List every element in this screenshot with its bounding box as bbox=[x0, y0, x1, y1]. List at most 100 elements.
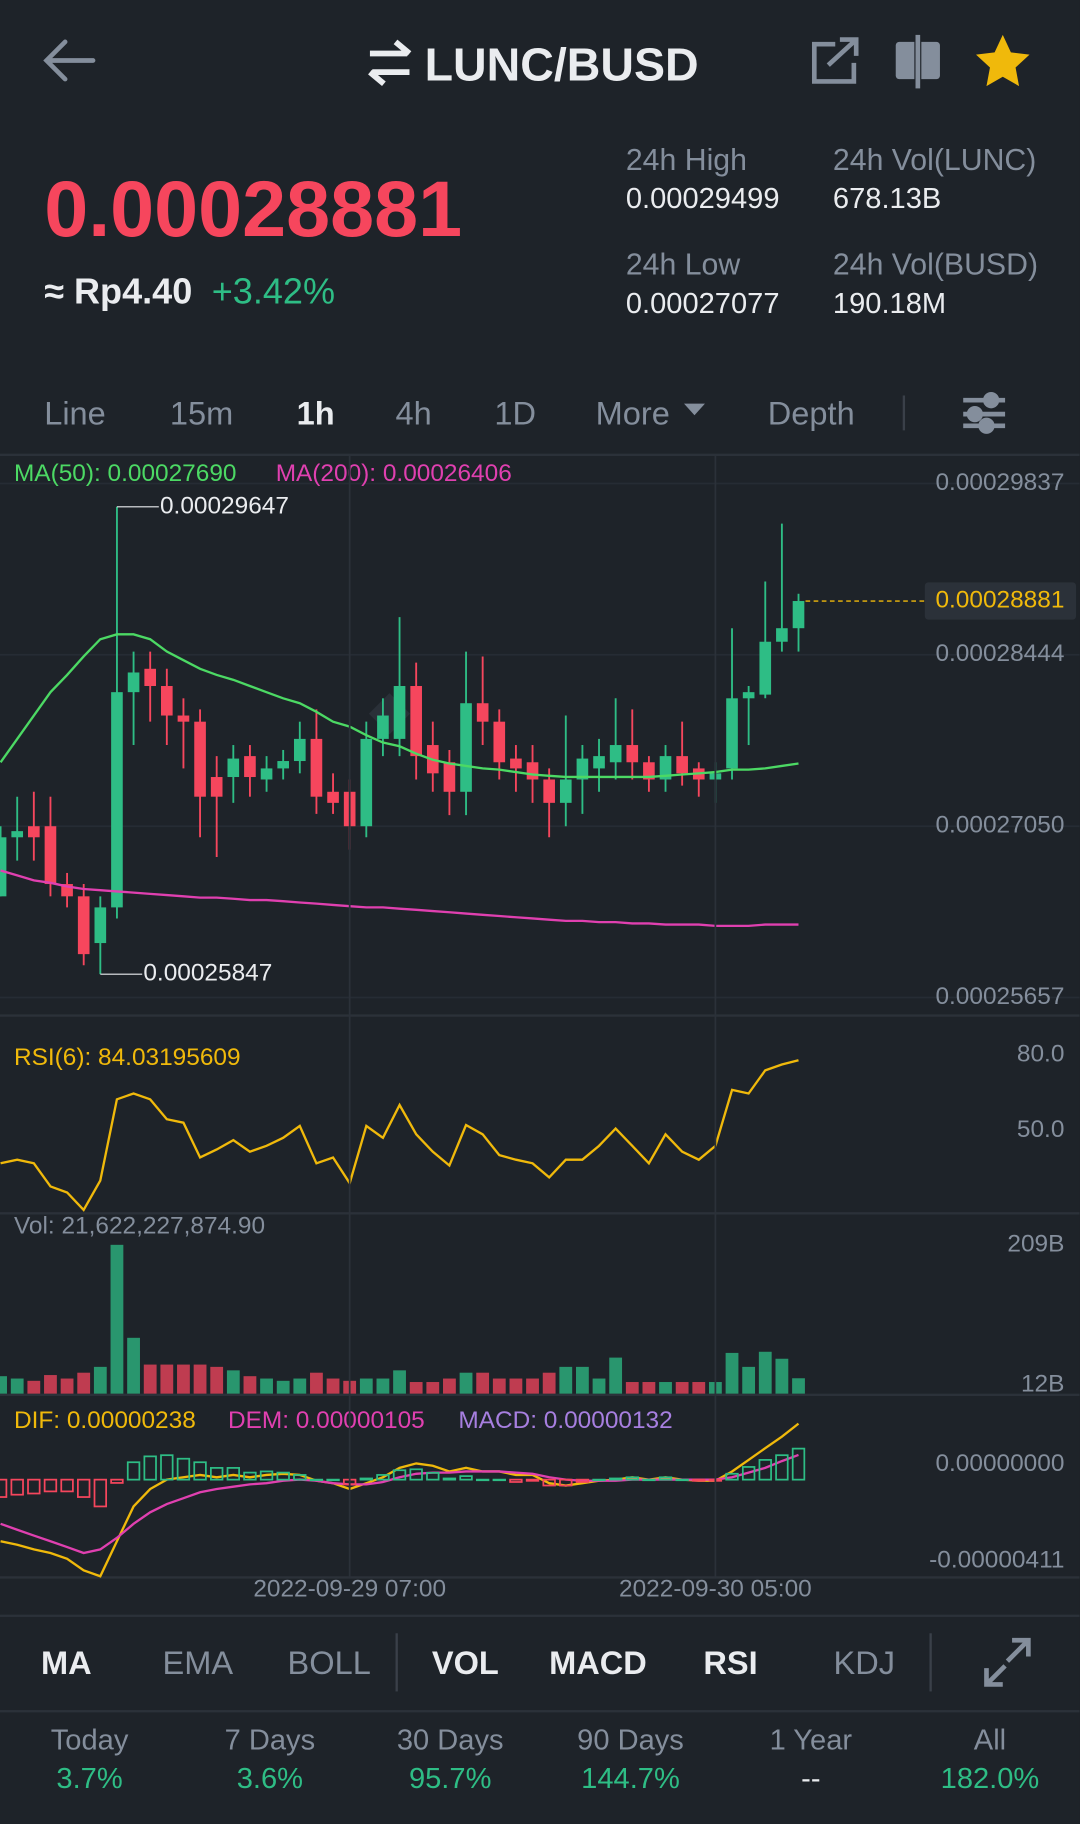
candle-body bbox=[776, 628, 788, 642]
volume-bar bbox=[293, 1378, 307, 1394]
candle-body bbox=[293, 738, 306, 762]
legend-entry: RSI(6): 84.03195609 bbox=[14, 1044, 241, 1071]
candle-body bbox=[327, 791, 339, 803]
candle-body bbox=[277, 761, 289, 769]
performance-value: 3.6% bbox=[236, 1762, 304, 1795]
performance-value: 3.7% bbox=[56, 1762, 123, 1795]
candle-body bbox=[460, 703, 472, 792]
volume-bar bbox=[310, 1372, 323, 1394]
y-tick-label: 0.00025657 bbox=[935, 983, 1064, 1010]
indicator-tab[interactable]: VOL bbox=[431, 1644, 499, 1681]
candle-body bbox=[28, 826, 40, 838]
swap-icon[interactable] bbox=[368, 39, 412, 86]
macd-bar bbox=[426, 1471, 440, 1481]
y-tick-label: -0.00000411 bbox=[929, 1547, 1064, 1574]
legend-entry: MACD: 0.00000132 bbox=[458, 1407, 672, 1434]
indicator-tab[interactable]: KDJ bbox=[833, 1644, 896, 1681]
candle-body bbox=[476, 703, 489, 722]
volume-bar bbox=[143, 1364, 157, 1394]
macd-bar bbox=[209, 1467, 224, 1481]
macd-bar bbox=[692, 1478, 706, 1482]
volume-bar bbox=[459, 1372, 473, 1394]
back-button[interactable] bbox=[43, 39, 96, 82]
volume-bar bbox=[110, 1244, 124, 1394]
interval-tab[interactable]: 1h bbox=[296, 395, 335, 432]
volume-bar bbox=[592, 1378, 606, 1394]
last-price-box bbox=[924, 582, 1077, 620]
candle-body bbox=[44, 826, 57, 885]
macd-bar bbox=[559, 1478, 573, 1487]
candle-body bbox=[210, 777, 223, 797]
candle-body bbox=[626, 745, 639, 763]
layout-button[interactable] bbox=[895, 34, 940, 89]
chart-settings[interactable] bbox=[963, 392, 1006, 434]
macd-bar bbox=[259, 1470, 274, 1481]
volume-bar bbox=[359, 1378, 373, 1394]
interval-tab[interactable]: More bbox=[595, 395, 670, 432]
candle-body bbox=[510, 758, 522, 769]
candle-body bbox=[94, 907, 107, 944]
volume-bar bbox=[426, 1382, 440, 1394]
interval-tab[interactable]: Line bbox=[44, 395, 106, 432]
macd-bar bbox=[243, 1471, 257, 1481]
macd-bar bbox=[160, 1454, 174, 1481]
y-tick-label: 209B bbox=[1007, 1230, 1064, 1257]
macd-bar bbox=[741, 1466, 756, 1481]
performance-value: 95.7% bbox=[408, 1762, 492, 1795]
min-annotation: 0.00025847 bbox=[143, 960, 272, 987]
macd-bar bbox=[376, 1474, 390, 1481]
candle-body bbox=[742, 692, 755, 699]
stat-label: 24h Vol(LUNC) bbox=[832, 141, 1037, 177]
more-caret bbox=[684, 403, 705, 416]
macd-bar bbox=[592, 1478, 606, 1482]
indicator-tab[interactable]: MA bbox=[40, 1644, 92, 1681]
volume-bar bbox=[243, 1376, 257, 1394]
kline-chart: ◆ 0.00029837 0.00028444 0.00027050 0.000256… bbox=[0, 453, 1080, 1603]
indicator-tab[interactable]: MACD bbox=[549, 1644, 647, 1681]
fullscreen-button[interactable] bbox=[984, 1637, 1031, 1687]
stat-value: 0.00027077 bbox=[625, 287, 780, 320]
candle-body bbox=[576, 758, 589, 780]
macd-bar bbox=[143, 1455, 157, 1481]
candle-body bbox=[227, 758, 240, 778]
candle-body bbox=[194, 721, 206, 797]
interval-tab[interactable]: Depth bbox=[767, 395, 855, 432]
performance-value: 182.0% bbox=[940, 1762, 1040, 1795]
interval-tab[interactable]: 15m bbox=[169, 395, 234, 432]
fiat-price: ≈ Rp4.40 bbox=[44, 271, 193, 312]
indicator-tab[interactable]: BOLL bbox=[287, 1644, 371, 1681]
macd-bar bbox=[625, 1476, 639, 1481]
x-tick-label: 2022-09-29 07:00 bbox=[253, 1576, 446, 1603]
candle-body bbox=[543, 779, 555, 803]
interval-tab[interactable]: 4h bbox=[395, 395, 432, 432]
volume-bar bbox=[160, 1364, 174, 1394]
volume-bar bbox=[177, 1364, 190, 1394]
volume-bar bbox=[326, 1378, 340, 1394]
volume-bar bbox=[77, 1372, 91, 1394]
volume-bar bbox=[409, 1382, 423, 1394]
macd-bar bbox=[193, 1461, 207, 1481]
macd-line bbox=[0, 1422, 800, 1578]
volume-bar bbox=[193, 1364, 207, 1394]
candle-body bbox=[177, 715, 190, 722]
candle-body bbox=[493, 721, 506, 763]
stat-label: 24h Vol(BUSD) bbox=[832, 246, 1039, 282]
macd-bar bbox=[658, 1476, 673, 1481]
share-button[interactable] bbox=[811, 37, 859, 84]
interval-tab[interactable]: 1D bbox=[494, 395, 537, 432]
candle-body bbox=[792, 601, 805, 629]
candle-body bbox=[360, 738, 373, 827]
volume-bar bbox=[526, 1378, 539, 1394]
indicator-tab[interactable]: EMA bbox=[162, 1644, 234, 1681]
macd-bar bbox=[475, 1478, 490, 1482]
performance-label: 90 Days bbox=[577, 1724, 684, 1757]
macd-bar bbox=[27, 1478, 41, 1495]
candle-body bbox=[643, 762, 655, 780]
candle-body bbox=[377, 715, 389, 739]
favorite-star[interactable] bbox=[976, 34, 1030, 87]
legend-entry: MA(200): 0.00026406 bbox=[276, 460, 512, 487]
macd-bar bbox=[542, 1478, 556, 1487]
indicator-tab[interactable]: RSI bbox=[703, 1644, 758, 1681]
legend-entry: DEM: 0.00000105 bbox=[228, 1407, 425, 1434]
volume-bar bbox=[10, 1378, 24, 1394]
